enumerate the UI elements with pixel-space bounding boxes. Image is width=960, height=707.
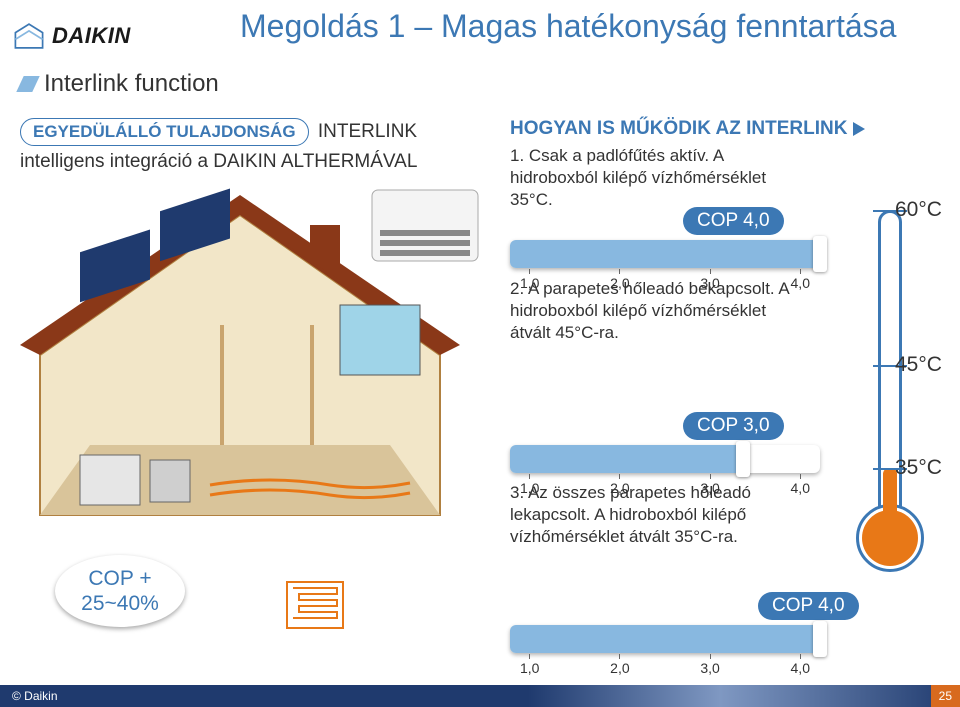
cop-bar-3-cursor: [813, 621, 827, 657]
tick-label: 2,0: [610, 654, 629, 676]
cop-bar-1-ticks: 1,0 2,0 3,0 4,0: [510, 269, 820, 291]
heating-coil-icon: [285, 580, 345, 630]
tick-label: 3,0: [700, 269, 719, 291]
cop-plus-line1: COP +: [88, 566, 151, 591]
badge-line: EGYEDÜLÁLLÓ TULAJDONSÁG INTERLINK: [20, 118, 470, 146]
cop-bar-2-cursor: [736, 441, 750, 477]
cop-bar-3-fill: [510, 625, 820, 653]
cop-label-1: COP 4,0: [683, 207, 784, 235]
left-subtitle: intelligens integráció a DAIKIN ALTHERMÁ…: [20, 150, 470, 175]
brand-logo-text: DAIKIN: [52, 23, 131, 49]
subheading-row: Interlink function: [20, 70, 219, 98]
brand-logo: DAIKIN: [12, 22, 131, 50]
footer-bar: © Daikin 25: [0, 685, 960, 707]
thermometer-temp-label: 45°C: [895, 353, 942, 377]
tick-label: 2,0: [610, 474, 629, 496]
tick-label: 4,0: [791, 269, 810, 291]
cop-bar-1: [510, 240, 820, 268]
tick-label: 1,0: [520, 474, 539, 496]
tick-label: 4,0: [791, 654, 810, 676]
cop-bar-2-ticks: 1,0 2,0 3,0 4,0: [510, 474, 820, 496]
play-triangle-icon: [853, 122, 865, 136]
tick-label: 1,0: [520, 269, 539, 291]
tick-label: 2,0: [610, 269, 629, 291]
cop-bar-1-cursor: [813, 236, 827, 272]
cop-label-3: COP 4,0: [758, 592, 859, 620]
right-heading: HOGYAN IS MŰKÖDIK AZ INTERLINK: [510, 118, 865, 140]
subheading: Interlink function: [44, 70, 219, 98]
right-heading-text: HOGYAN IS MŰKÖDIK AZ INTERLINK: [510, 118, 847, 140]
cop-bar-3-ticks: 1,0 2,0 3,0 4,0: [510, 654, 820, 676]
cop-label-2: COP 3,0: [683, 412, 784, 440]
footer-copyright: © Daikin: [12, 689, 58, 703]
cop-bar-3: [510, 625, 820, 653]
tick-label: 3,0: [700, 654, 719, 676]
cop-bar-2: [510, 445, 820, 473]
tick-label: 4,0: [791, 474, 810, 496]
thermometer: [850, 210, 930, 580]
thermometer-temp-label: 35°C: [895, 456, 942, 480]
thermometer-temp-label: 60°C: [895, 198, 942, 222]
slide-title: Megoldás 1 – Magas hatékonyság fenntartá…: [240, 8, 940, 45]
cop-bar-2-fill: [510, 445, 743, 473]
cop-bar-1-fill: [510, 240, 820, 268]
unique-feature-badge: EGYEDÜLÁLLÓ TULAJDONSÁG: [20, 118, 309, 146]
tick-label: 3,0: [700, 474, 719, 496]
indoor-unit-illustration: [370, 188, 480, 263]
cop-plus-badge: COP + 25~40%: [55, 555, 185, 627]
left-column-text: EGYEDÜLÁLLÓ TULAJDONSÁG INTERLINK intell…: [20, 118, 470, 175]
step-1-text: 1. Csak a padlófűtés aktív. A hidroboxbó…: [510, 145, 810, 211]
daikin-logo-icon: [12, 22, 46, 50]
chevron-icon: [16, 76, 39, 92]
cop-plus-line2: 25~40%: [81, 591, 159, 616]
footer-page-number: 25: [931, 685, 960, 707]
badge-suffix-text: INTERLINK: [318, 121, 417, 142]
tick-label: 1,0: [520, 654, 539, 676]
